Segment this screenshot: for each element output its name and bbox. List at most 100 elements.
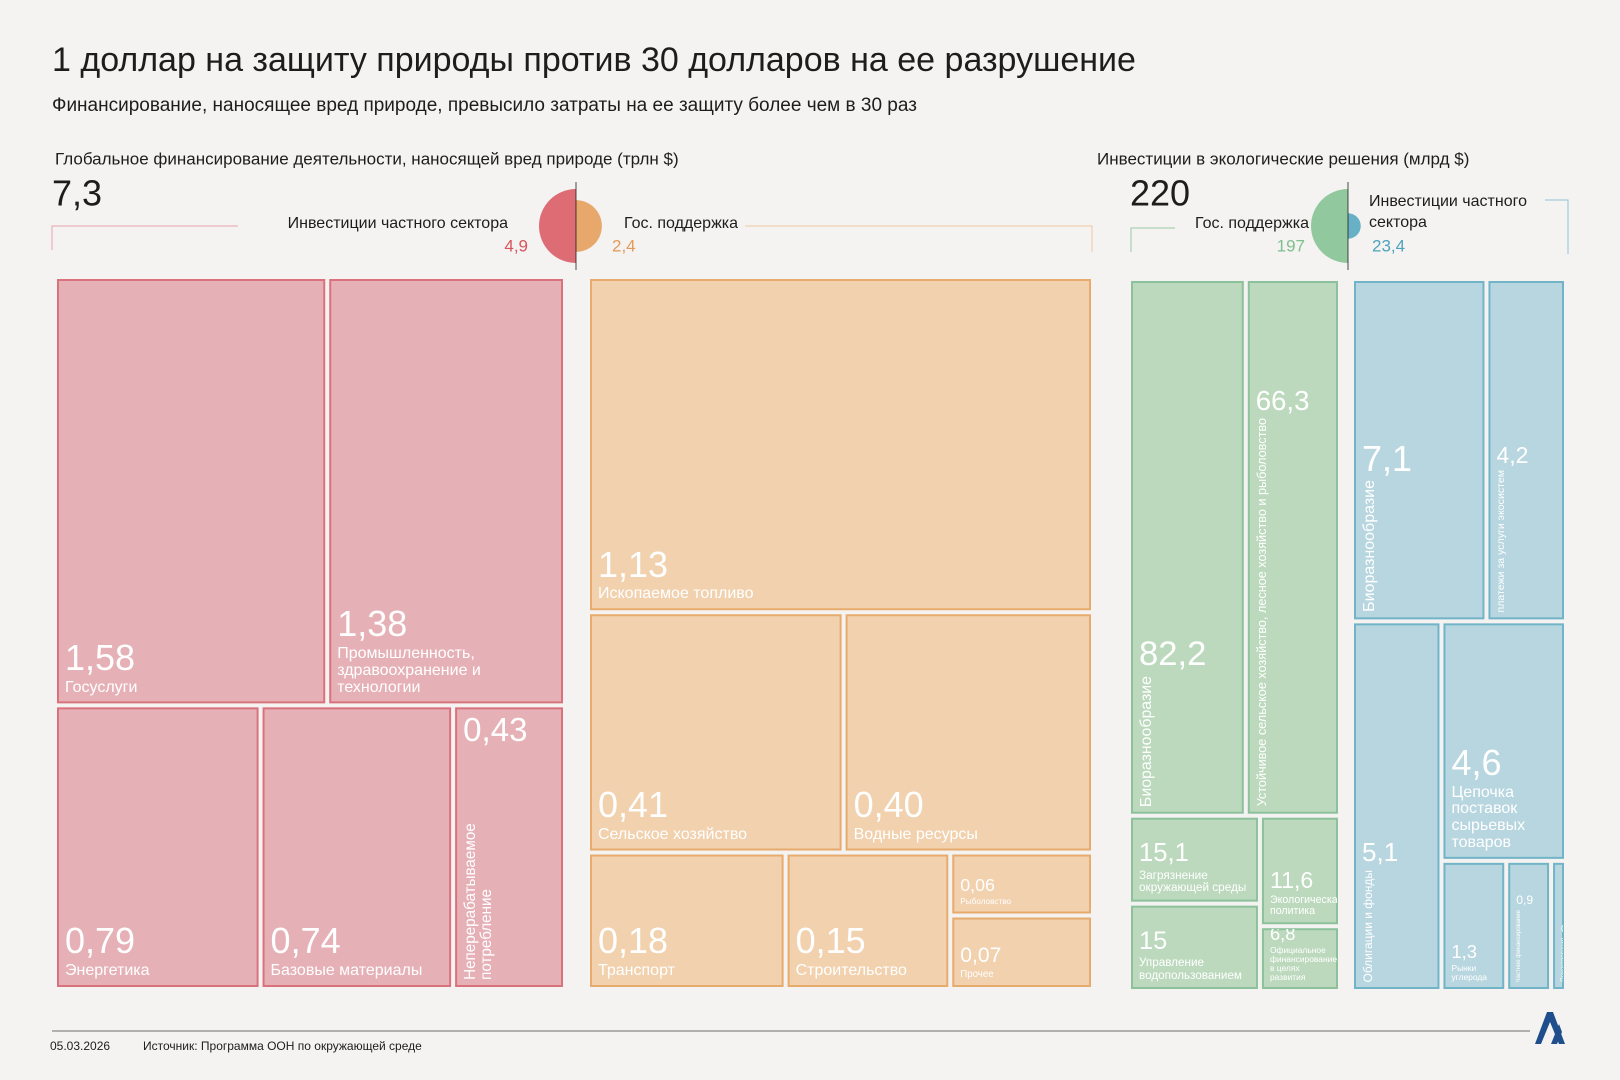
cell-label: Устойчивое сельское хозяйство, лесное хо…: [1254, 418, 1269, 807]
cell-body: 0,9 Частное финансирование: [1509, 864, 1548, 988]
cell-value: 1,13: [598, 543, 669, 585]
total: 220: [1130, 173, 1190, 214]
cell-label: Рыболовство: [960, 896, 1012, 906]
title: 1 доллар на защиту природы против 30 дол…: [52, 41, 1136, 79]
chart-title: Инвестиции в экологические решения (млрд…: [1097, 149, 1469, 168]
group-value: 23,4: [1372, 236, 1405, 255]
cell-body: 1,3 Рынки углерода: [1444, 864, 1503, 988]
cell-label: Пожертвования: [1561, 938, 1563, 982]
treemap-cell: [1131, 817, 1258, 902]
group-label: Инвестиции частного сектора: [288, 215, 508, 232]
treemap-cell: [1131, 905, 1258, 989]
treemap-cell: [455, 707, 563, 987]
group-value: 4,9: [504, 236, 528, 255]
cell-value: 7,1: [1362, 437, 1413, 479]
cell-label: Облигации и фонды: [1361, 869, 1375, 982]
cell-value: 1,3: [1451, 940, 1477, 962]
cell-body: 0,15 Строительство: [789, 856, 948, 986]
cell-value: 82,2: [1139, 635, 1207, 674]
treemap-cell: [1488, 281, 1565, 620]
logo: [1535, 1012, 1565, 1044]
cell-body: 1,58 Госуслуги: [58, 280, 324, 702]
cell-body: 6,8 Официальное финансирование в целях ра…: [1263, 929, 1337, 988]
cell-value: 0,43: [463, 712, 528, 750]
treemap-cell: [1443, 623, 1564, 859]
treemap-cell: [1354, 623, 1440, 989]
cell-label: платежи за услуги экосистем: [1495, 469, 1508, 613]
cell-value: 4,6: [1451, 741, 1502, 783]
cell-label: Управление водопользованием: [1139, 956, 1242, 982]
cell-text: 0,9 Частное финансирование: [1509, 864, 1548, 988]
cell-value: 0,40: [853, 783, 924, 825]
cell-label: Водные ресурсы: [853, 825, 978, 843]
bracket: [1130, 227, 1175, 252]
cell-value: 0,41: [598, 783, 669, 825]
cell-label: Биоразнообразие: [1361, 480, 1378, 613]
chart-title: Глобальное финансирование деятельности, …: [55, 149, 679, 168]
cell-value: 6,8: [1269, 929, 1296, 945]
cell-body: 0,06 Рыболовство: [953, 856, 1090, 913]
cell-body: 1,38 Промышленность, здравоохранение и те…: [330, 280, 562, 702]
cell-label: Цепочка поставок сырьевых товаров: [1451, 783, 1526, 852]
group-value: 2,4: [612, 236, 636, 255]
treemap-cell: [1354, 281, 1485, 620]
cell-value: 11,6: [1269, 866, 1314, 893]
cell-text: 66,3 Устойчивое сельское хозяйство, лесно…: [1254, 384, 1310, 807]
cell-body: 7,1 Биоразнообразие: [1355, 282, 1483, 618]
cell-value: 0,9: [1516, 892, 1534, 907]
treemap-cell: [1247, 281, 1339, 814]
cell-label: Базовые материалы: [270, 962, 423, 980]
group-label: Гос. поддержка: [624, 215, 738, 232]
cell-value: 66,3: [1255, 384, 1310, 416]
cell-label: Энергетика: [65, 962, 150, 980]
cell-value: 0,74: [270, 920, 341, 962]
half-disc: [576, 200, 602, 252]
cell-value: 15: [1139, 926, 1168, 955]
treemap-cell: [590, 279, 1091, 611]
cell-value: 15,1: [1139, 839, 1189, 868]
treemap-cell: [57, 707, 259, 987]
treemap-cell: [590, 614, 842, 851]
cell-text: 0,43 Неперерабатываемое потребление: [462, 712, 528, 980]
cell-body: 0,74 Базовые материалы: [264, 708, 451, 986]
cell-value: 4,2: [1496, 441, 1529, 468]
bracket: [1545, 199, 1569, 254]
treemap-cell: [952, 917, 1091, 987]
treemap-cell: [590, 854, 784, 987]
bracket: [51, 225, 238, 250]
cell-label: Сельское хозяйство: [598, 825, 748, 843]
group-value: 197: [1277, 236, 1305, 255]
treemap-cell: [787, 854, 949, 987]
cell-body: 0,41 Сельское хозяйство: [591, 615, 841, 849]
treemap-cell: [1131, 281, 1244, 814]
cell-text: 0,3Пожертвования: [1561, 924, 1563, 982]
cell-body: 4,6 Цепочка поставок сырьевых товаров: [1444, 624, 1563, 857]
brackets: [51, 199, 1569, 254]
cell-body: 4,2 платежи за услуги экосистем: [1489, 282, 1563, 618]
cell-label: Прочее: [960, 968, 994, 980]
source: Источник: Программа ООН по окружающей ср…: [143, 1039, 422, 1053]
cell-label: Рынки углерода: [1451, 963, 1487, 983]
cell-label: Неперерабатываемое потребление: [462, 823, 496, 980]
group-label: Инвестиции частного сектора: [1369, 193, 1527, 231]
bracket: [745, 225, 1093, 252]
date: 05.03.2026: [50, 1039, 110, 1053]
treemap-cell: [329, 279, 563, 704]
cell-label: Ископаемое топливо: [598, 585, 754, 603]
cell-label: Промышленность, здравоохранение и технол…: [337, 644, 481, 696]
treemap-cell: [1443, 862, 1505, 989]
